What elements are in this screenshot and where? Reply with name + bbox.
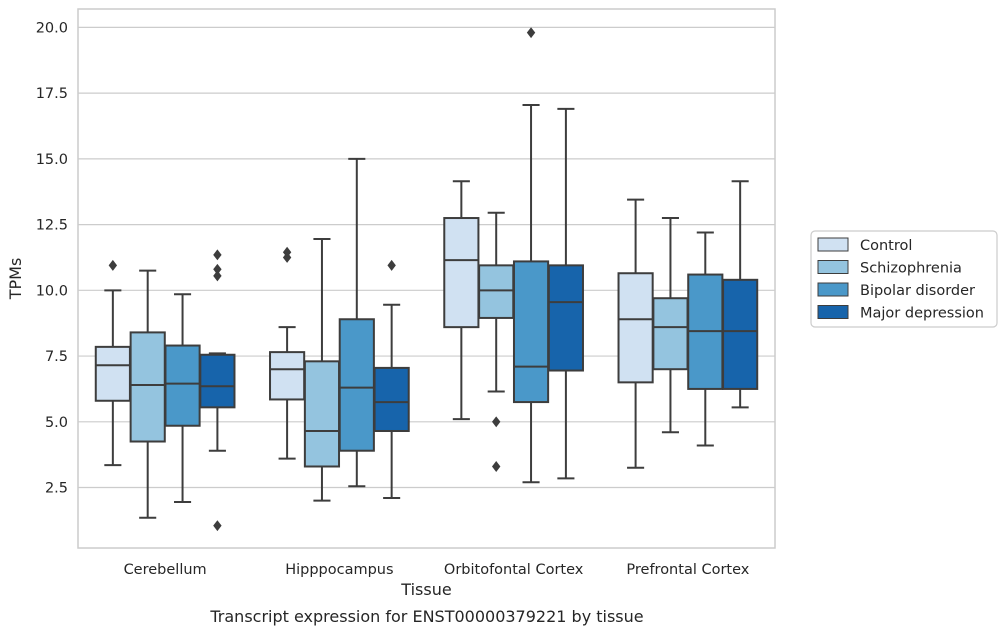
iqr-box	[199, 353, 236, 409]
legend-label: Control	[860, 238, 912, 254]
outlier-point	[213, 263, 222, 275]
box-bipolar-disorder	[512, 27, 550, 484]
box-bipolar-disorder	[338, 157, 375, 488]
box-major-depression	[722, 180, 759, 409]
iqr-box	[373, 366, 410, 432]
box-plots	[94, 27, 759, 532]
box-control	[269, 246, 306, 460]
box-control	[94, 259, 131, 467]
iqr-box	[617, 272, 654, 384]
outlier-point	[213, 270, 222, 282]
plot-area-frame	[77, 8, 776, 549]
legend-swatch	[817, 260, 849, 274]
outlier-point	[213, 520, 222, 532]
iqr-box	[547, 264, 584, 372]
iqr-box	[478, 264, 515, 319]
x-tick-label: Orbitofontal Cortex	[444, 562, 584, 578]
legend-label: Bipolar disorder	[860, 283, 975, 299]
iqr-box	[129, 331, 166, 443]
box-major-depression	[373, 259, 410, 500]
iqr-box	[652, 297, 689, 371]
box-schizophrenia	[652, 217, 689, 434]
x-tick-label: Cerebellum	[124, 562, 207, 578]
legend-swatch	[817, 237, 849, 252]
box-bipolar-disorder	[164, 293, 201, 503]
legend-swatch	[817, 305, 849, 319]
iqr-box	[94, 345, 131, 402]
box-schizophrenia	[478, 211, 515, 472]
y-tick-label: 15.0	[36, 152, 68, 168]
box-major-depression	[547, 107, 584, 480]
figure-caption: Transcript expression for ENST0000037922…	[209, 607, 643, 626]
y-axis-label: TPMs	[6, 258, 25, 301]
x-axis-label: Tissue	[400, 580, 451, 599]
iqr-box	[722, 278, 759, 390]
y-tick-label: 5.0	[45, 415, 68, 431]
x-tick-label: Prefrontal Cortex	[626, 562, 749, 578]
y-axis-ticks: 2.5 5.0 7.5 10.0 12.5 15.0 17.5 20.0	[36, 20, 68, 496]
legend-label: Schizophrenia	[860, 261, 962, 277]
iqr-box	[443, 217, 480, 329]
y-tick-label: 12.5	[36, 218, 68, 234]
x-tick-label: Hipppocampus	[285, 562, 393, 578]
legend-swatch	[817, 282, 849, 297]
box-control	[617, 198, 654, 469]
y-tick-label: 17.5	[36, 86, 68, 102]
y-tick-label: 7.5	[45, 349, 68, 365]
legend: Control Schizophrenia Bipolar disorder Majo…	[810, 230, 998, 328]
box-bipolar-disorder	[687, 231, 724, 447]
box-schizophrenia	[129, 269, 166, 519]
iqr-box	[164, 344, 201, 427]
iqr-box	[338, 318, 375, 452]
iqr-box	[303, 360, 341, 468]
y-tick-label: 10.0	[36, 283, 68, 299]
y-tick-label: 2.5	[45, 481, 68, 497]
iqr-box	[269, 351, 306, 401]
y-tick-label: 20.0	[36, 20, 68, 36]
box-schizophrenia	[303, 238, 341, 502]
legend-label: Major depression	[860, 306, 984, 322]
outlier-point	[387, 259, 396, 271]
legend-frame	[810, 230, 998, 328]
outlier-point	[492, 461, 501, 472]
outlier-point	[213, 249, 222, 261]
x-axis-ticks: Cerebellum Hipppocampus Orbitofontal Corte…	[124, 562, 750, 578]
box-control	[443, 180, 480, 421]
iqr-box	[512, 260, 550, 404]
box-major-depression	[199, 249, 236, 532]
outlier-point	[108, 259, 118, 271]
outlier-point	[492, 416, 501, 428]
outlier-point	[282, 246, 292, 258]
outlier-point	[526, 27, 536, 39]
